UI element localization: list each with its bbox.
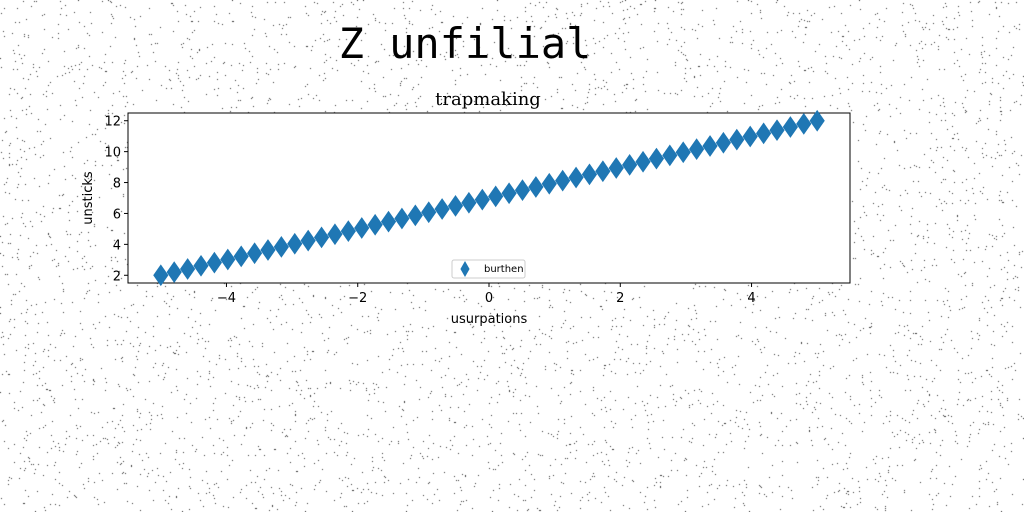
y-tick-label: 12 — [104, 115, 121, 130]
data-point — [260, 239, 276, 261]
x-axis: −4 −2 0 2 4 — [217, 283, 756, 306]
data-point — [662, 144, 678, 167]
data-point — [354, 217, 370, 239]
data-point — [501, 182, 517, 205]
y-axis: 2 4 6 8 10 12 — [104, 115, 128, 284]
y-tick-label: 10 — [104, 146, 121, 161]
data-point — [447, 195, 464, 217]
x-tick-label: −2 — [348, 291, 367, 306]
data-point — [273, 236, 289, 258]
data-point — [796, 113, 812, 135]
legend: burthen — [451, 259, 526, 279]
data-point — [568, 166, 584, 189]
data-point — [461, 191, 477, 214]
plot-title: trapmaking — [435, 89, 541, 110]
x-tick-label: 0 — [485, 291, 493, 306]
data-point — [608, 157, 624, 179]
data-point — [287, 232, 303, 255]
data-point — [514, 179, 531, 201]
data-point — [327, 223, 343, 246]
y-tick-label: 6 — [113, 207, 121, 222]
x-tick-label: 4 — [747, 291, 755, 306]
data-point — [206, 251, 223, 274]
data-point — [555, 169, 571, 192]
data-point — [246, 242, 263, 265]
data-point — [380, 210, 397, 233]
y-tick-label: 2 — [113, 269, 121, 284]
data-point — [648, 147, 665, 170]
y-axis-label: unsticks — [81, 171, 96, 225]
data-point — [595, 160, 611, 183]
data-point — [421, 201, 437, 224]
data-point — [635, 150, 651, 173]
data-point — [233, 245, 249, 268]
legend-frame — [451, 259, 526, 279]
scatter-series — [153, 109, 825, 287]
x-tick-label: −4 — [217, 291, 236, 306]
data-point — [488, 185, 504, 208]
data-point — [782, 116, 798, 138]
data-point — [166, 261, 182, 283]
data-point — [434, 198, 450, 220]
data-point — [407, 204, 423, 227]
data-point — [367, 213, 383, 236]
data-point — [300, 229, 316, 252]
data-point — [541, 172, 557, 195]
data-point — [180, 258, 196, 280]
y-tick-label: 4 — [113, 238, 121, 253]
x-tick-label: 2 — [616, 291, 624, 306]
data-point — [193, 254, 209, 277]
data-point — [581, 163, 598, 186]
data-point — [474, 188, 490, 211]
data-point — [769, 119, 785, 142]
data-point — [755, 122, 772, 145]
data-point — [729, 128, 745, 151]
data-point — [675, 141, 691, 164]
data-point — [622, 154, 638, 176]
legend-label: burthen — [484, 264, 524, 275]
data-point — [528, 176, 544, 198]
data-point — [715, 131, 732, 154]
legend-marker — [460, 260, 470, 278]
x-axis-label: usurpations — [451, 312, 528, 327]
data-point — [742, 125, 758, 148]
data-point — [340, 220, 356, 242]
figure-title: Z unfilial — [338, 19, 592, 68]
data-point — [394, 207, 410, 230]
data-point — [220, 248, 236, 271]
y-tick-label: 8 — [113, 177, 121, 192]
data-point — [809, 109, 825, 132]
data-point — [153, 264, 169, 287]
data-point — [689, 138, 705, 160]
data-point — [313, 226, 330, 249]
data-point — [702, 135, 718, 157]
